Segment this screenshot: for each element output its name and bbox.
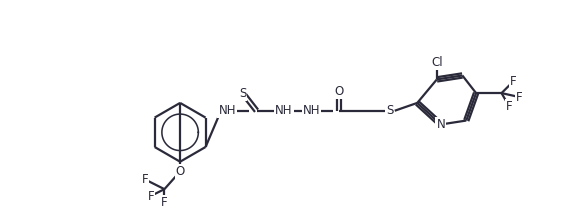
Text: F: F [506,100,513,113]
Text: F: F [516,91,523,104]
Text: F: F [161,196,168,209]
Text: S: S [386,104,393,117]
Text: NH: NH [218,104,236,117]
Text: F: F [510,75,517,88]
Text: F: F [142,173,148,186]
Text: O: O [335,85,344,98]
Text: N: N [437,118,445,131]
Text: O: O [175,165,185,178]
Text: NH: NH [275,104,293,117]
Text: S: S [239,87,247,100]
Text: NH: NH [303,104,320,117]
Text: F: F [147,189,154,202]
Text: Cl: Cl [431,56,443,69]
